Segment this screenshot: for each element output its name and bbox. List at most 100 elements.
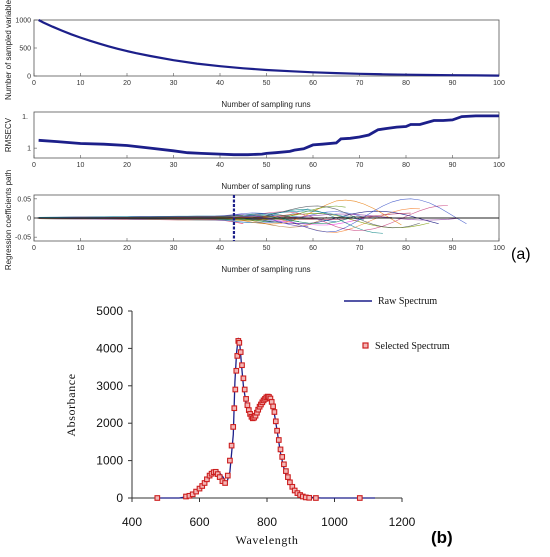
- x-tick-label: 50: [263, 80, 271, 87]
- a2-y-axis-title: RMSECV: [4, 117, 13, 152]
- b-x-axis-title: Wavelength: [235, 533, 298, 547]
- selected-point: [236, 339, 243, 346]
- panel-a-label: (a): [511, 246, 531, 263]
- panel-a-chart-1: 0 10 20 30 40 50 60 70 80 90 100 0 500 1000 Number o…: [4, 0, 505, 109]
- b-y-tick-label: 4000: [96, 341, 123, 355]
- selected-point: [275, 437, 282, 443]
- y-tick-label: 0.05: [17, 196, 31, 203]
- legend-raw-label: Raw Spectrum: [378, 296, 437, 307]
- a2-y-ticks: 1: [27, 146, 37, 153]
- y-tick-label: 0: [27, 74, 31, 81]
- x-tick-label: 70: [356, 162, 364, 169]
- y-tick-label: -0.05: [15, 235, 31, 242]
- x-tick-label: 10: [77, 162, 85, 169]
- x-tick-label: 40: [216, 162, 224, 169]
- selected-point: [227, 457, 233, 464]
- x-tick-label: 0: [32, 162, 36, 169]
- b-y-axis-title: Absorbance: [64, 373, 78, 436]
- selected-point: [279, 454, 286, 460]
- x-tick-label: 50: [263, 162, 271, 169]
- x-tick-label: 20: [123, 162, 131, 169]
- y-tick-label: 1: [27, 146, 31, 153]
- selected-point: [224, 472, 231, 479]
- a1-series-line: [38, 19, 500, 77]
- selected-point: [233, 367, 240, 374]
- a1-frame: [33, 19, 500, 77]
- a2-frame: [33, 111, 500, 159]
- selected-point: [154, 495, 161, 501]
- b-x-tick-label: 400: [122, 515, 142, 529]
- panel-b-label: (b): [431, 528, 453, 547]
- a1-y-ticks: 0 500 1000: [15, 18, 37, 81]
- b-legend: Raw Spectrum Selected Spectrum: [344, 296, 450, 352]
- x-tick-label: 60: [309, 80, 317, 87]
- b-x-tick-label: 1200: [389, 515, 416, 529]
- x-tick-label: 60: [309, 245, 317, 252]
- x-tick-label: 30: [170, 80, 178, 87]
- x-tick-label: 40: [216, 80, 224, 87]
- x-tick-label: 100: [493, 80, 505, 87]
- x-tick-label: 0: [32, 245, 36, 252]
- a3-x-ticks: 0 10 20 30 40 50 60 70 80 90 100: [32, 238, 505, 252]
- y-tick-label: 0: [27, 216, 31, 223]
- selected-point: [231, 405, 238, 412]
- x-tick-label: 70: [356, 80, 364, 87]
- x-tick-label: 50: [263, 245, 271, 252]
- x-tick-label: 70: [356, 245, 364, 252]
- coefficient-path: [38, 210, 365, 221]
- selected-point: [287, 479, 293, 486]
- x-tick-label: 10: [77, 80, 85, 87]
- b-x-tick-label: 1000: [321, 515, 348, 529]
- selected-point: [283, 468, 289, 474]
- legend-selected-swatch: [362, 342, 369, 349]
- a2-series-line: [38, 114, 499, 157]
- selected-point: [244, 402, 251, 409]
- selected-point: [232, 386, 239, 393]
- selected-point: [193, 488, 199, 495]
- x-tick-label: 20: [123, 80, 131, 87]
- a3-coefficient-paths: [34, 198, 499, 234]
- selected-point: [234, 353, 241, 359]
- panel-a-chart-2: 0 10 20 30 40 50 60 70 80 90 100 1 Number of sampl…: [4, 111, 505, 191]
- b-selected-spectrum-markers: [154, 338, 363, 501]
- b-raw-spectrum-line: [159, 337, 375, 499]
- y-tick-label: 1000: [15, 18, 31, 25]
- selected-point: [228, 442, 235, 449]
- a2-x-ticks: 0 10 20 30 40 50 60 70 80 90 100: [32, 155, 505, 169]
- b-ticks: 400 600 800 1000 1200 0 1000 2000 3000 4000 5000: [96, 304, 415, 529]
- a2-y-tick-partial: 1.: [22, 114, 28, 121]
- b-y-tick-label: 0: [116, 491, 123, 505]
- selected-point: [271, 409, 278, 415]
- x-tick-label: 90: [449, 80, 457, 87]
- selected-point: [239, 362, 245, 369]
- selected-point: [306, 494, 313, 501]
- x-tick-label: 40: [216, 245, 224, 252]
- x-tick-label: 90: [449, 162, 457, 169]
- selected-point: [241, 386, 248, 393]
- x-tick-label: 100: [493, 162, 505, 169]
- x-tick-label: 80: [402, 162, 410, 169]
- panel-b-chart: 400 600 800 1000 1200 0 1000 2000 3000 4000 5000 W…: [64, 296, 450, 547]
- selected-point: [230, 424, 237, 430]
- x-tick-label: 80: [402, 80, 410, 87]
- x-tick-label: 60: [309, 162, 317, 169]
- a1-y-axis-title: Number of sampled variables: [4, 0, 13, 100]
- a3-y-axis-title: Regression coefficients path: [4, 170, 13, 270]
- b-y-tick-label: 1000: [96, 454, 123, 468]
- selected-point: [268, 399, 275, 405]
- x-tick-label: 30: [170, 245, 178, 252]
- x-tick-label: 80: [402, 245, 410, 252]
- a3-x-axis-title: Number of sampling runs: [221, 265, 310, 274]
- selected-point: [243, 396, 249, 402]
- a2-x-axis-title: Number of sampling runs: [221, 182, 310, 191]
- x-tick-label: 100: [493, 245, 505, 252]
- selected-point: [222, 480, 228, 486]
- selected-point: [270, 403, 276, 410]
- a3-y-ticks: -0.05 0 0.05: [15, 196, 37, 242]
- b-y-tick-label: 2000: [96, 416, 123, 430]
- selected-point: [237, 349, 244, 355]
- x-tick-label: 90: [449, 245, 457, 252]
- selected-point: [281, 461, 287, 468]
